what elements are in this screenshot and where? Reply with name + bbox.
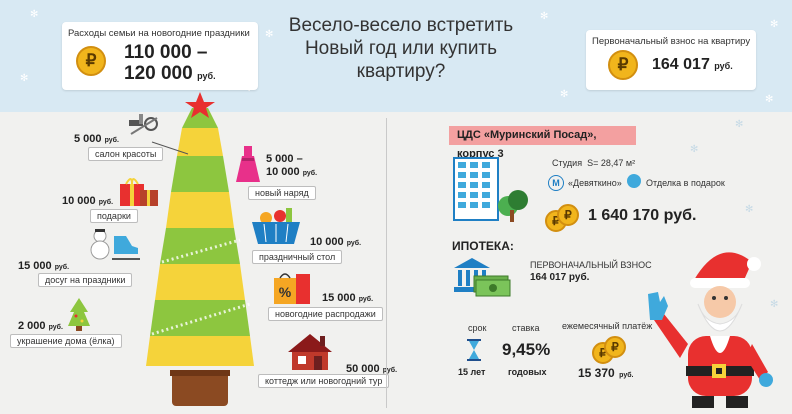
salon-label: салон красоты — [88, 147, 164, 161]
down-payment-amount: 164 017 — [652, 56, 710, 73]
bottom-background — [0, 112, 792, 414]
hourglass-icon — [467, 339, 481, 361]
salon-amount: 5 000 руб. — [74, 133, 119, 145]
mortgage-down-value: 164 017 руб. — [530, 272, 590, 283]
down-payment-box: Первоначальный взнос на квартиру ₽ 164 0… — [586, 30, 756, 90]
ruble-coin-icon: ₽ — [608, 50, 638, 80]
christmas-tree-icon — [146, 92, 254, 406]
festive-table-amount: 10 000 руб. — [310, 236, 362, 248]
small-tree-icon — [68, 298, 90, 331]
ruble-coin-icon: ₽ — [557, 204, 579, 226]
paint-roller-icon — [627, 174, 641, 188]
monthly-label: ежемесячный платёж — [562, 321, 653, 331]
apartment-price: 1 640 170 руб. — [588, 207, 697, 224]
leisure-label: досуг на праздники — [38, 273, 133, 287]
mortgage-down-label: ПЕРВОНАЧАЛЬНЫЙ ВЗНОС — [530, 260, 652, 270]
apartment-type: Студия S= 28,47 м² — [552, 158, 636, 168]
down-payment-currency: руб. — [714, 61, 733, 71]
beauty-tools-icon — [129, 114, 158, 135]
santa-claus-icon — [648, 252, 773, 408]
metro-station: «Девяткино» — [568, 178, 622, 188]
gifts-label: подарки — [90, 209, 138, 223]
monthly-value: 15 370 руб. — [578, 366, 634, 380]
section-divider — [386, 118, 387, 408]
cottage-icon — [288, 334, 332, 370]
term-value: 15 лет — [458, 367, 486, 377]
mortgage-heading: ИПОТЕКА: — [452, 239, 514, 253]
sale-bag-icon: % — [274, 273, 310, 304]
family-expenses-label: Расходы семьи на новогодние праздники — [68, 28, 250, 39]
down-payment-label: Первоначальный взнос на квартиру — [592, 36, 751, 47]
complex-name: ЦДС «Муринский Посад», корпус 3 — [449, 126, 636, 160]
gifts-amount: 10 000 руб. — [62, 195, 114, 207]
ruble-coin-icon: ₽ — [76, 46, 106, 76]
term-label: срок — [468, 323, 487, 333]
cottage-label: коттедж или новогодний тур — [258, 374, 390, 388]
cottage-amount: 50 000 руб. — [346, 363, 398, 375]
family-expenses-amount-line2: 120 000 — [124, 63, 193, 84]
connector-line — [151, 141, 189, 155]
page-title: Весело-весело встретить Новый год или ку… — [288, 15, 514, 82]
sales-amount: 15 000 руб. — [322, 292, 374, 304]
dress-amount: 5 000 –10 000 руб. — [266, 153, 318, 178]
apartment-building-icon — [453, 157, 528, 222]
money-stack-icon — [473, 275, 511, 297]
food-basket-icon — [252, 208, 300, 244]
festive-table-label: праздничный стол — [252, 250, 343, 264]
svg-text:%: % — [279, 284, 292, 300]
dress-icon — [236, 146, 260, 182]
decoration-label: украшение дома (ёлка) — [10, 334, 122, 348]
family-expenses-box: Расходы семьи на новогодние праздники ₽ … — [62, 22, 258, 90]
finish-label: Отделка в подарок — [646, 178, 725, 188]
decoration-amount: 2 000 руб. — [18, 320, 63, 332]
snowman-skates-icon — [90, 229, 140, 260]
gift-icon — [120, 178, 158, 206]
rate-value: 9,45% — [502, 340, 551, 359]
sales-label: новогодние распродажи — [268, 307, 383, 321]
ruble-coin-icon: ₽ — [604, 336, 626, 358]
rate-label: ставка — [512, 323, 540, 333]
family-expenses-currency: руб. — [197, 71, 216, 81]
family-expenses-amount-line1: 110 000 – — [124, 42, 208, 63]
rate-unit: годовых — [508, 367, 547, 377]
leisure-amount: 15 000 руб. — [18, 260, 70, 272]
dress-label: новый наряд — [248, 186, 316, 200]
metro-icon: M — [548, 175, 564, 191]
